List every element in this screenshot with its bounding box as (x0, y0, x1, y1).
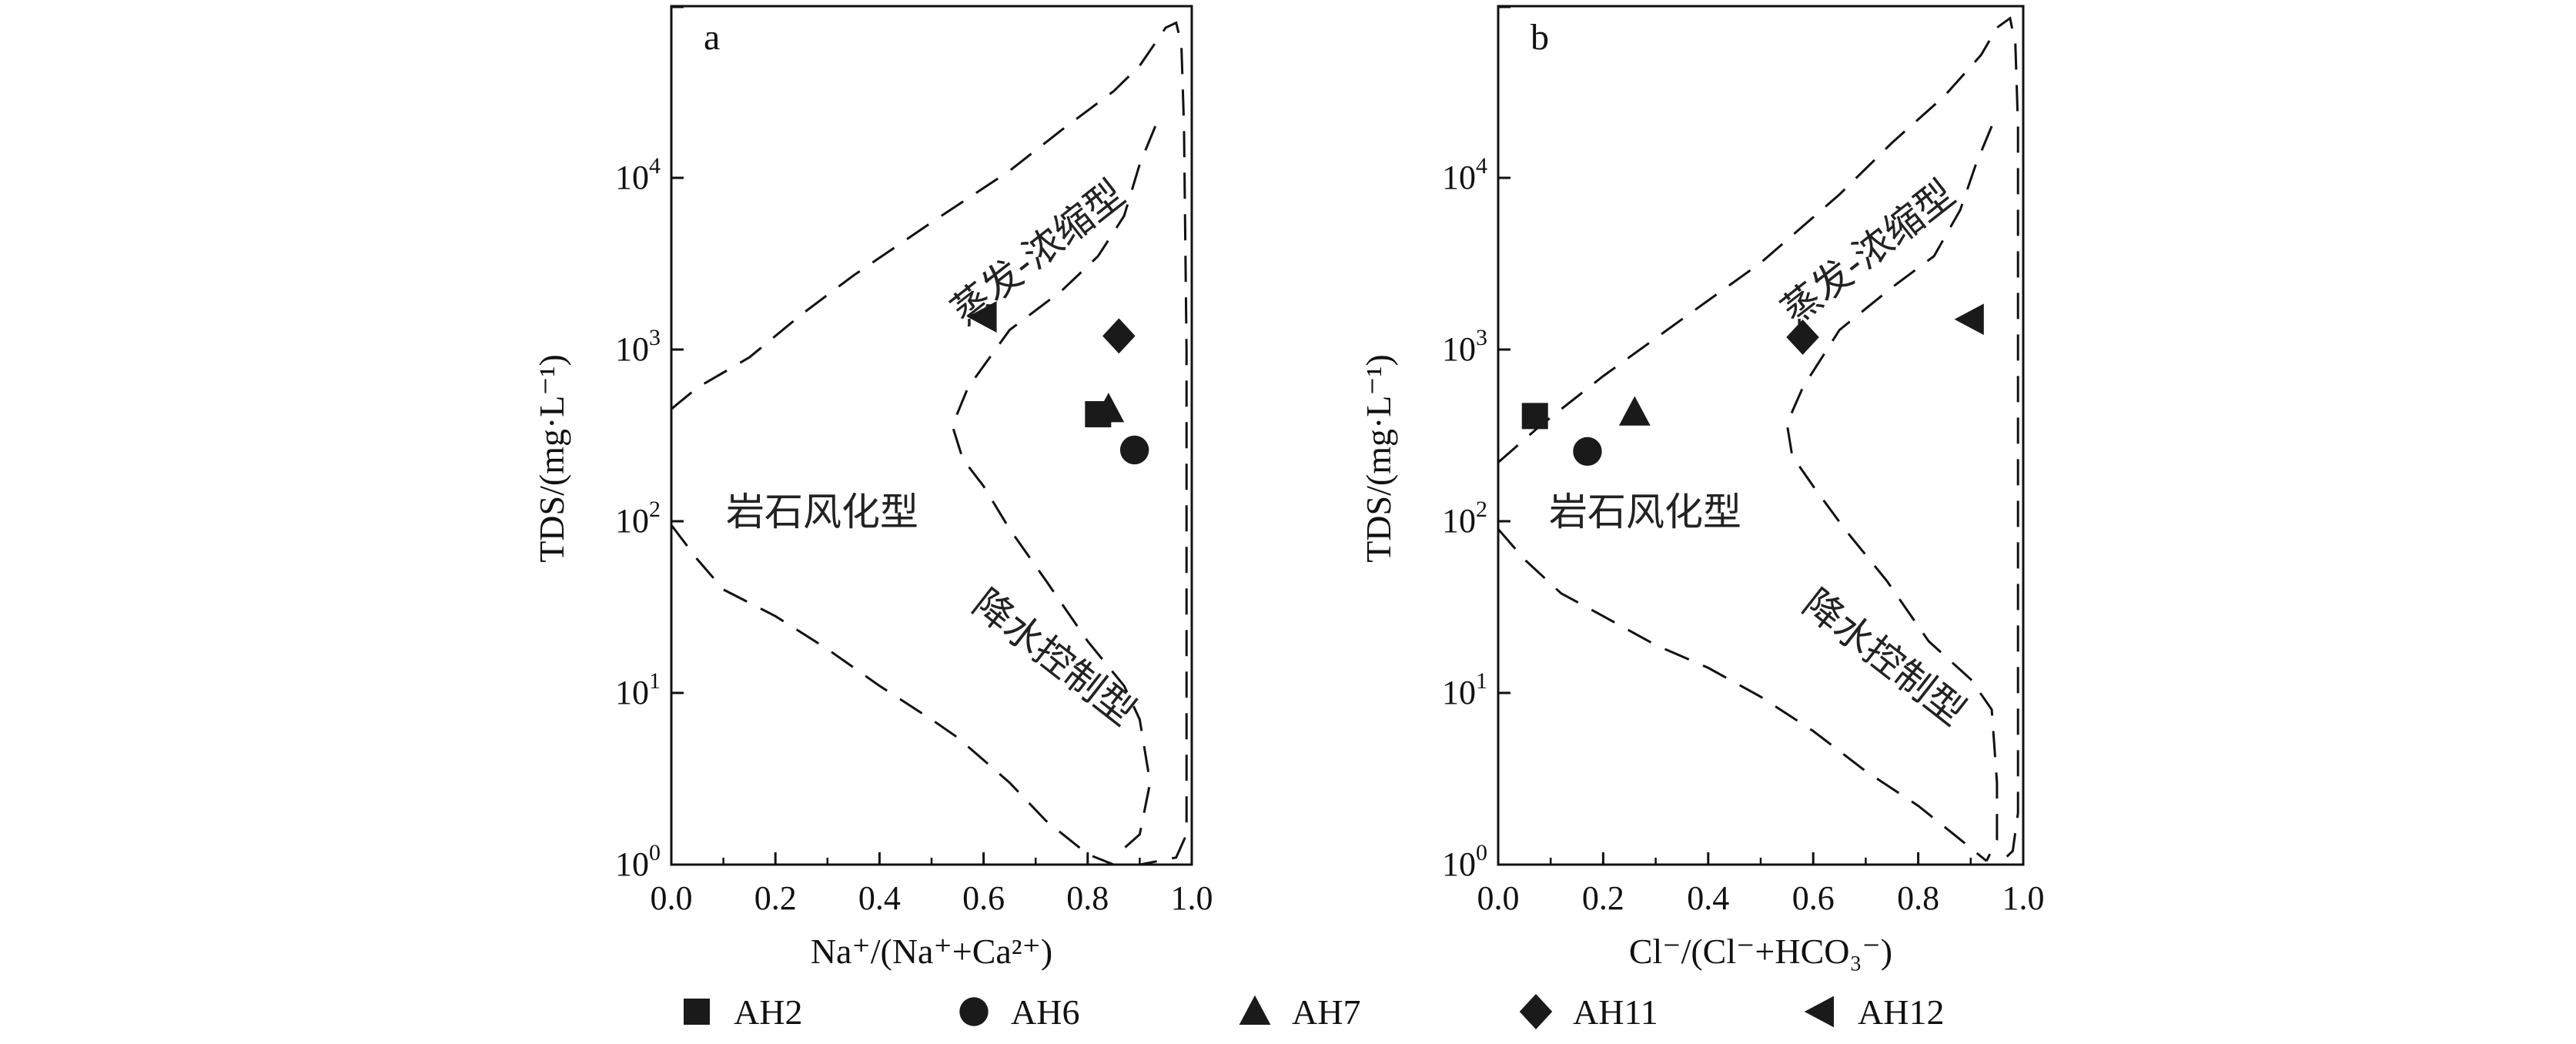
legend-marker-ah12 (1804, 995, 1834, 1028)
legend-label-ah11: AH11 (1573, 992, 1658, 1032)
boundary-curve-lower (670, 524, 1115, 866)
x-tick-label: 0.2 (754, 879, 797, 917)
region-label: 蒸发-浓缩型 (1773, 172, 1963, 334)
y-tick-label: 104 (1442, 153, 1487, 196)
boundary-curve-lower (1497, 528, 1988, 862)
data-point-ah11 (1786, 320, 1819, 355)
x-tick-label: 0.0 (1477, 879, 1520, 917)
legend-label-ah7: AH7 (1292, 992, 1360, 1032)
region-label: 岩石风化型 (1549, 490, 1741, 534)
data-point-ah2 (1521, 403, 1548, 430)
data-point-ah7 (1092, 393, 1125, 423)
data-point-ah11 (1102, 318, 1136, 354)
x-axis-title: Cl⁻/(Cl⁻+HCO₃⁻) (1629, 932, 1892, 971)
y-axis-title: TDS/(mg·L⁻¹) (1359, 354, 1398, 563)
legend: AH2 AH6 AH7 AH11 AH12 (684, 992, 1944, 1032)
y-tick-label: 100 (615, 840, 661, 883)
x-tick-label: 0.6 (1792, 879, 1835, 917)
data-point-ah6 (1119, 435, 1149, 465)
y-tick-label: 101 (615, 668, 661, 711)
region-label: 降水控制型 (965, 581, 1144, 734)
data-point-ah12 (1954, 303, 1984, 336)
plot-frame (670, 5, 1193, 866)
legend-label-ah2: AH2 (734, 992, 802, 1032)
x-tick-label: 0.6 (962, 879, 1005, 917)
data-point-ah6 (1573, 437, 1602, 467)
panel-label: a (704, 17, 720, 58)
y-tick-label: 104 (615, 153, 661, 196)
x-tick-label: 0.0 (651, 879, 693, 917)
boundary-curve-upper (671, 21, 1188, 866)
x-tick-label: 0.8 (1897, 879, 1939, 917)
chart-panel-a: 0.0 0.2 0.4 0.6 0.8 1.0 100 101 102 103 104 Na⁺/(Na… (532, 5, 1213, 971)
x-tick-label: 0.4 (1687, 879, 1729, 917)
x-tick-label: 1.0 (1171, 879, 1213, 917)
legend-marker-ah11 (1519, 994, 1553, 1029)
legend-marker-ah6 (959, 997, 989, 1026)
boundary-curve-upper (1497, 16, 2019, 862)
x-tick-label: 1.0 (2002, 879, 2045, 917)
y-tick-label: 102 (615, 497, 661, 540)
data-point-ah12 (967, 301, 997, 333)
legend-label-ah6: AH6 (1011, 992, 1079, 1032)
x-axis-title: Na⁺/(Na⁺+Ca²⁺) (811, 932, 1052, 971)
y-tick-label: 101 (1442, 668, 1487, 711)
plot-frame (1497, 5, 2025, 866)
y-tick-label: 103 (1442, 325, 1487, 368)
region-label: 降水控制型 (1795, 581, 1974, 734)
region-label: 岩石风化型 (726, 490, 918, 534)
x-tick-label: 0.2 (1582, 879, 1624, 917)
legend-marker-ah7 (1239, 995, 1271, 1025)
y-tick-label: 102 (1442, 497, 1487, 540)
y-axis-title: TDS/(mg·L⁻¹) (532, 354, 571, 563)
data-point-ah7 (1618, 396, 1651, 426)
y-tick-label: 100 (1442, 840, 1487, 883)
x-tick-label: 0.8 (1066, 879, 1109, 917)
chart-panel-b: 0.0 0.2 0.4 0.6 0.8 1.0 100 101 102 103 104 Cl⁻/(Cl… (1359, 5, 2045, 971)
legend-marker-ah2 (684, 999, 710, 1025)
y-tick-label: 103 (615, 325, 661, 368)
x-tick-label: 0.4 (858, 879, 901, 917)
boundary-curve-inner (951, 125, 1157, 858)
boundary-curve-inner (1785, 125, 1999, 862)
panel-label: b (1531, 17, 1549, 58)
legend-label-ah12: AH12 (1858, 992, 1944, 1032)
